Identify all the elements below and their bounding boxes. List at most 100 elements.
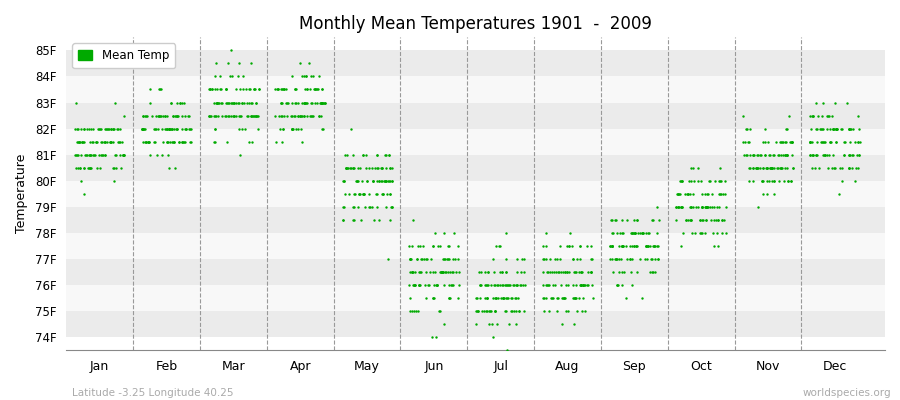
Point: [496, 295, 510, 301]
Point: [294, 138, 309, 145]
Point: [758, 126, 772, 132]
Point: [437, 256, 452, 262]
Point: [451, 256, 465, 262]
Bar: [67, 181, 885, 207]
Point: [605, 217, 619, 223]
Point: [746, 152, 760, 158]
Point: [698, 230, 713, 236]
Bar: [67, 129, 885, 155]
Point: [248, 86, 262, 93]
Point: [691, 204, 706, 210]
Point: [275, 126, 290, 132]
Point: [695, 191, 709, 197]
Point: [93, 126, 107, 132]
Point: [384, 178, 399, 184]
Point: [163, 126, 177, 132]
Point: [540, 282, 554, 288]
Point: [448, 256, 463, 262]
Point: [562, 269, 577, 275]
Point: [446, 256, 460, 262]
Point: [233, 112, 248, 119]
Point: [433, 308, 447, 314]
Point: [767, 178, 781, 184]
Point: [158, 126, 173, 132]
Point: [68, 164, 83, 171]
Point: [482, 308, 497, 314]
Point: [340, 164, 355, 171]
Point: [418, 282, 432, 288]
Point: [810, 152, 824, 158]
Point: [403, 308, 418, 314]
Point: [304, 112, 319, 119]
Point: [615, 243, 629, 249]
Point: [236, 86, 250, 93]
Point: [298, 99, 312, 106]
Point: [437, 269, 452, 275]
Point: [202, 112, 216, 119]
Point: [823, 138, 837, 145]
Point: [291, 112, 305, 119]
Point: [773, 164, 788, 171]
Point: [814, 126, 829, 132]
Point: [603, 243, 617, 249]
Point: [825, 126, 840, 132]
Point: [482, 308, 497, 314]
Point: [136, 126, 150, 132]
Point: [751, 164, 765, 171]
Point: [605, 243, 619, 249]
Point: [575, 269, 590, 275]
Point: [370, 164, 384, 171]
Point: [670, 191, 685, 197]
Point: [418, 256, 433, 262]
Point: [204, 86, 219, 93]
Point: [776, 152, 790, 158]
Point: [180, 112, 194, 119]
Point: [275, 86, 290, 93]
Point: [438, 269, 453, 275]
Point: [303, 112, 318, 119]
Point: [305, 99, 320, 106]
Point: [166, 138, 180, 145]
Point: [767, 191, 781, 197]
Point: [272, 112, 286, 119]
Point: [73, 152, 87, 158]
Point: [82, 152, 96, 158]
Point: [382, 191, 397, 197]
Point: [87, 152, 102, 158]
Point: [569, 295, 583, 301]
Point: [834, 164, 849, 171]
Point: [509, 269, 524, 275]
Point: [486, 334, 500, 340]
Point: [289, 126, 303, 132]
Point: [352, 191, 366, 197]
Point: [382, 164, 397, 171]
Point: [683, 217, 698, 223]
Point: [610, 282, 625, 288]
Point: [823, 138, 837, 145]
Point: [693, 217, 707, 223]
Point: [708, 178, 723, 184]
Point: [299, 99, 313, 106]
Point: [758, 152, 772, 158]
Point: [486, 295, 500, 301]
Point: [169, 112, 184, 119]
Point: [608, 256, 623, 262]
Point: [774, 152, 788, 158]
Point: [138, 126, 152, 132]
Point: [436, 282, 451, 288]
Point: [651, 256, 665, 262]
Point: [566, 295, 580, 301]
Point: [73, 164, 87, 171]
Point: [785, 152, 799, 158]
Point: [512, 308, 526, 314]
Text: worldspecies.org: worldspecies.org: [803, 388, 891, 398]
Point: [433, 269, 447, 275]
Point: [175, 99, 189, 106]
Point: [556, 295, 571, 301]
Point: [774, 138, 788, 145]
Point: [817, 152, 832, 158]
Point: [356, 152, 371, 158]
Point: [643, 243, 657, 249]
Point: [695, 204, 709, 210]
Point: [842, 126, 856, 132]
